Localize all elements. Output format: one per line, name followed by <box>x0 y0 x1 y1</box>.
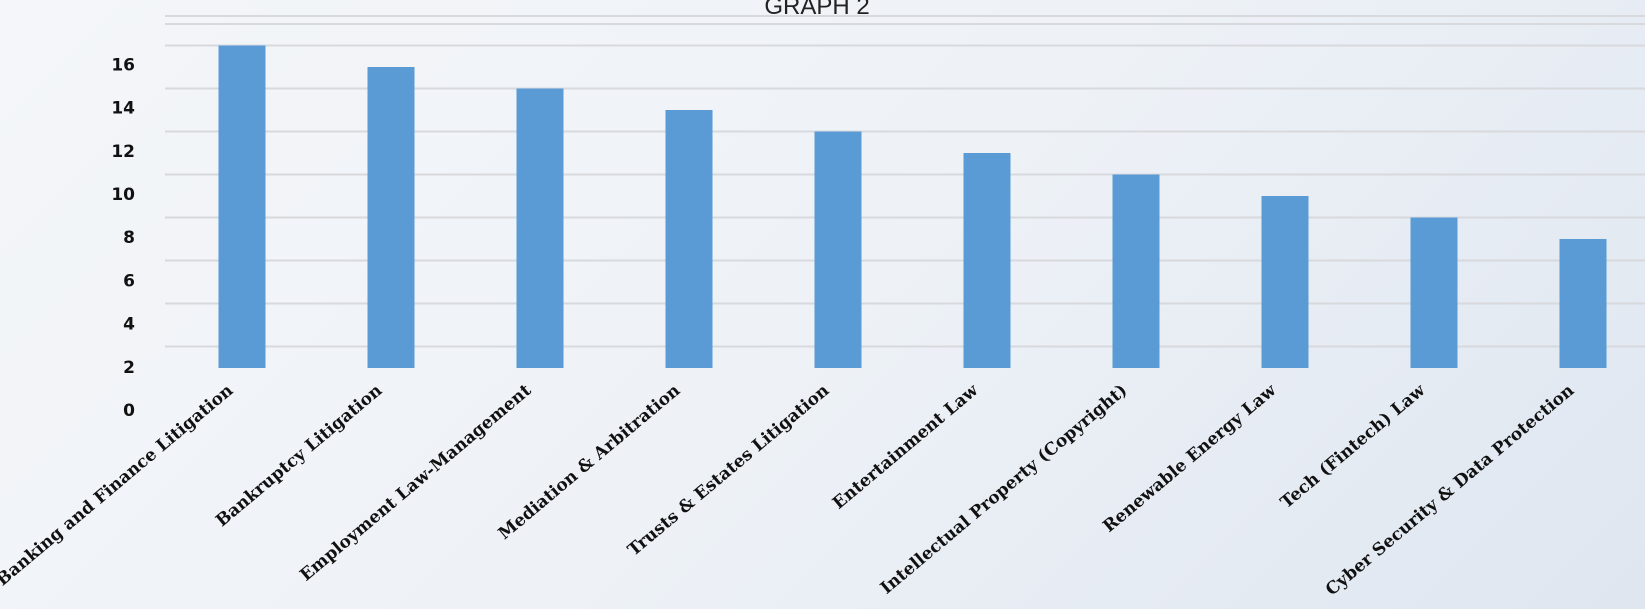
y-tick-label: 16 <box>111 55 135 75</box>
y-tick-label: 0 <box>123 401 135 421</box>
x-tick-label: Entertainment Law <box>829 380 982 513</box>
y-tick-label: 8 <box>123 228 135 248</box>
bar <box>1261 196 1309 368</box>
bar <box>665 110 713 368</box>
bar <box>814 131 862 368</box>
bar <box>1559 239 1607 368</box>
y-axis: 0 2 4 6 8 10 12 14 16 <box>111 55 135 421</box>
x-tick-label: Banking and Finance Litigation <box>0 381 237 591</box>
x-tick-label: Renewable Energy Law <box>1099 380 1280 536</box>
x-tick-label: Tech (Fintech) Law <box>1277 380 1430 513</box>
y-tick-label: 12 <box>111 142 135 162</box>
bar <box>367 67 415 368</box>
y-tick-label: 10 <box>111 185 135 205</box>
bar <box>218 45 266 368</box>
bar <box>963 153 1011 368</box>
y-tick-label: 4 <box>123 315 135 335</box>
x-tick-label: Intellectual Property (Copyright) <box>877 381 1131 599</box>
bars <box>218 45 1607 368</box>
x-tick-label: Bankruptcy Litigation <box>212 381 386 532</box>
bar <box>516 88 564 368</box>
gridlines <box>165 15 1645 348</box>
x-tick-label: Cyber Security & Data Protection <box>1322 381 1578 601</box>
bar <box>1410 217 1458 368</box>
x-tick-label: Employment Law-Management <box>296 380 535 585</box>
bar <box>1112 174 1160 368</box>
y-tick-label: 2 <box>123 358 135 378</box>
x-axis: Banking and Finance LitigationBankruptcy… <box>0 380 1578 600</box>
y-tick-label: 14 <box>111 99 135 119</box>
y-tick-label: 6 <box>123 271 135 291</box>
